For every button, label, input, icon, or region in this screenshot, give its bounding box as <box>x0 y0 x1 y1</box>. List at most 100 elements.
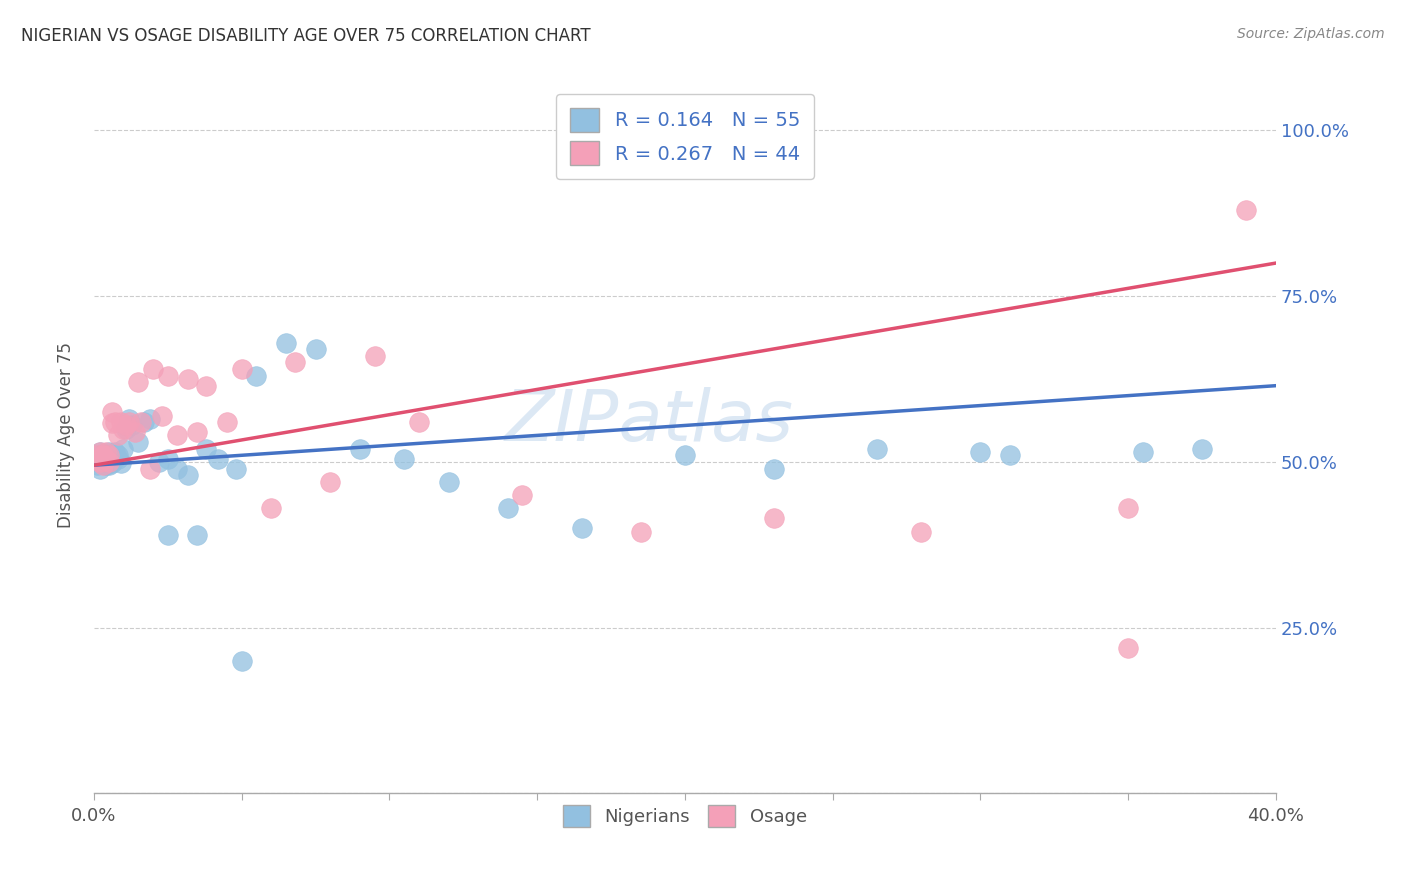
Point <box>207 451 229 466</box>
Point <box>89 451 111 466</box>
Text: Source: ZipAtlas.com: Source: ZipAtlas.com <box>1237 27 1385 41</box>
Point <box>104 415 127 429</box>
Point <box>89 455 111 469</box>
Point <box>156 368 179 383</box>
Legend: Nigerians, Osage: Nigerians, Osage <box>555 798 814 834</box>
Point <box>94 447 117 461</box>
Point <box>186 425 208 439</box>
Point <box>107 428 129 442</box>
Point <box>86 458 108 473</box>
Point <box>195 442 218 456</box>
Point <box>231 654 253 668</box>
Point <box>86 448 108 462</box>
Point <box>186 528 208 542</box>
Point <box>118 412 141 426</box>
Point <box>866 442 889 456</box>
Point <box>100 456 122 470</box>
Point <box>673 448 696 462</box>
Point <box>91 458 114 473</box>
Point <box>121 418 143 433</box>
Point <box>97 455 120 469</box>
Point <box>134 415 156 429</box>
Point <box>392 451 415 466</box>
Point <box>97 448 120 462</box>
Point <box>115 422 138 436</box>
Point <box>195 378 218 392</box>
Point <box>1234 202 1257 217</box>
Point <box>496 501 519 516</box>
Point <box>969 445 991 459</box>
Point <box>112 442 135 456</box>
Point <box>89 455 111 469</box>
Point <box>104 445 127 459</box>
Point <box>762 461 785 475</box>
Point <box>100 448 122 462</box>
Point <box>94 445 117 459</box>
Point <box>274 335 297 350</box>
Point <box>177 468 200 483</box>
Point <box>89 445 111 459</box>
Point <box>100 417 122 431</box>
Point <box>86 451 108 466</box>
Point <box>127 376 149 390</box>
Point <box>139 412 162 426</box>
Point <box>124 425 146 439</box>
Point <box>910 524 932 539</box>
Point <box>91 456 114 470</box>
Point <box>225 461 247 475</box>
Point <box>1116 501 1139 516</box>
Point <box>304 343 326 357</box>
Point <box>86 451 108 466</box>
Point <box>110 456 132 470</box>
Point <box>127 435 149 450</box>
Point <box>104 451 127 466</box>
Point <box>762 511 785 525</box>
Point <box>115 418 138 433</box>
Point <box>437 475 460 489</box>
Point <box>1132 445 1154 459</box>
Point <box>89 461 111 475</box>
Point <box>94 451 117 466</box>
Text: NIGERIAN VS OSAGE DISABILITY AGE OVER 75 CORRELATION CHART: NIGERIAN VS OSAGE DISABILITY AGE OVER 75… <box>21 27 591 45</box>
Point <box>112 422 135 436</box>
Point <box>156 528 179 542</box>
Point <box>284 355 307 369</box>
Point <box>94 458 117 473</box>
Point <box>512 488 534 502</box>
Point <box>97 455 120 469</box>
Point <box>998 448 1021 462</box>
Point <box>215 415 238 429</box>
Point <box>94 450 117 464</box>
Point <box>177 372 200 386</box>
Point <box>1191 442 1213 456</box>
Point <box>349 442 371 456</box>
Point <box>110 415 132 429</box>
Point <box>408 415 430 429</box>
Point <box>571 521 593 535</box>
Point <box>100 405 122 419</box>
Point <box>97 458 120 473</box>
Point <box>363 349 385 363</box>
Point <box>630 524 652 539</box>
Point <box>91 451 114 466</box>
Point <box>139 461 162 475</box>
Point <box>107 451 129 466</box>
Point <box>150 409 173 423</box>
Y-axis label: Disability Age Over 75: Disability Age Over 75 <box>58 343 75 528</box>
Point <box>91 448 114 462</box>
Point <box>89 445 111 459</box>
Point <box>245 368 267 383</box>
Point <box>97 445 120 459</box>
Point <box>166 428 188 442</box>
Point <box>260 501 283 516</box>
Point <box>148 455 170 469</box>
Point <box>129 415 152 429</box>
Point <box>91 448 114 462</box>
Point <box>142 362 165 376</box>
Point <box>319 475 342 489</box>
Point <box>166 461 188 475</box>
Point <box>118 415 141 429</box>
Point <box>107 448 129 462</box>
Point <box>1116 640 1139 655</box>
Text: ZIPatlas: ZIPatlas <box>505 386 794 456</box>
